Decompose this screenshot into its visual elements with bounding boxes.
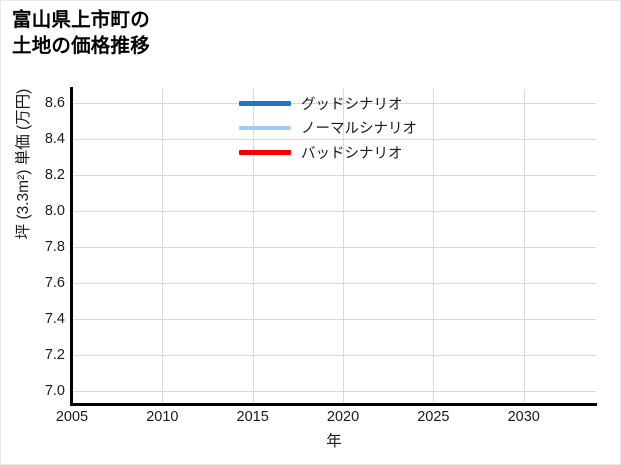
plot-background [72, 89, 596, 404]
gridline-horizontal [72, 175, 596, 177]
x-tick-label: 2005 [55, 409, 89, 425]
legend-item[interactable]: グッドシナリオ [239, 91, 459, 116]
chart-title: 富山県上市町の 土地の価格推移 [12, 9, 150, 57]
gridline-vertical [433, 89, 435, 404]
gridline-vertical [523, 89, 525, 404]
y-tick-label: 8.6 [44, 95, 65, 112]
gridline-vertical [343, 89, 345, 404]
gridline-vertical [162, 89, 164, 404]
plot-area [72, 89, 596, 404]
y-tick-label: 7.8 [44, 239, 65, 256]
legend-color-swatch [239, 125, 291, 130]
gridline-vertical [72, 89, 73, 404]
gridline-horizontal [72, 247, 596, 249]
gridline-horizontal [72, 103, 596, 105]
y-tick-label: 8.4 [44, 131, 65, 148]
legend-color-swatch [239, 150, 291, 155]
gridline-horizontal [72, 391, 596, 393]
gridline-vertical [252, 89, 254, 404]
gridline-horizontal [72, 355, 596, 357]
y-axis-label: 坪 (3.3m²) 単価 (万円) [15, 88, 32, 240]
legend-item-label: バッドシナリオ [301, 145, 403, 162]
y-tick-label: 7.0 [44, 383, 65, 400]
gridline-horizontal [72, 139, 596, 141]
x-tick-label: 2020 [326, 409, 360, 425]
y-tick-label: 7.2 [44, 347, 65, 364]
x-tick-label: 2015 [236, 409, 269, 425]
x-tick-label: 2025 [417, 409, 450, 425]
legend-item[interactable]: バッドシナリオ [239, 140, 459, 165]
legend-item-label: グッドシナリオ [301, 96, 403, 113]
gridline-horizontal [72, 283, 596, 285]
x-tick-label: 2030 [507, 409, 540, 425]
y-tick-label: 8.0 [44, 203, 65, 220]
y-tick-label: 7.6 [44, 275, 65, 292]
legend-item-label: ノーマルシナリオ [301, 121, 417, 138]
y-tick-label: 8.2 [44, 167, 65, 184]
legend-color-swatch [239, 101, 291, 106]
y-axis-ticks: 7.0 7.2 7.4 7.6 7.8 8.0 8.2 8.4 8.6 [1, 89, 65, 404]
x-tick-label: 2010 [146, 409, 179, 425]
y-tick-label: 7.4 [44, 311, 65, 328]
gridline-horizontal [72, 319, 596, 321]
gridline-horizontal [72, 211, 596, 213]
y-axis-spine [70, 87, 73, 406]
x-axis-ticks: 2005 2010 2015 2020 2025 2030 [56, 409, 596, 431]
x-axis-spine [70, 403, 597, 406]
legend-item[interactable]: ノーマルシナリオ [239, 116, 459, 141]
x-axis-label: 年 [326, 433, 342, 450]
chart-legend: グッドシナリオ ノーマルシナリオ バッドシナリオ [239, 91, 459, 165]
